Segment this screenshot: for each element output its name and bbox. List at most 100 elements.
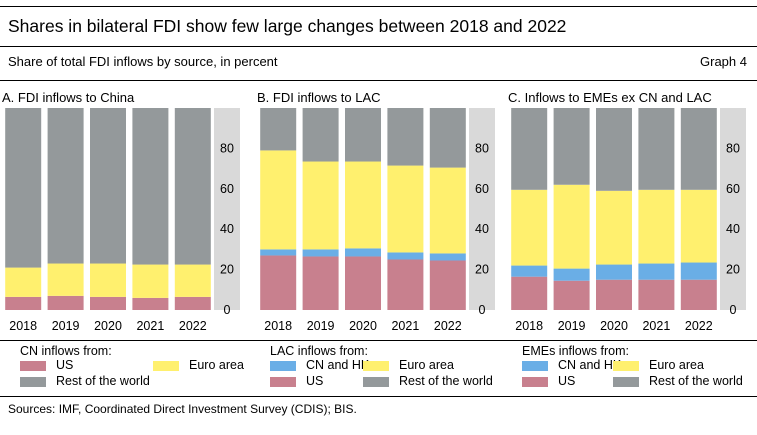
bar-us-2020 <box>90 296 126 310</box>
y-tick-label-40: 40 <box>475 222 489 236</box>
y-tick-label-20: 20 <box>220 263 234 277</box>
bar-rest-of-the-world-2018 <box>260 108 297 151</box>
bar-cn-and-hk-2018 <box>511 265 548 277</box>
panel-b-lac: B. FDI inflows to LAC 2018 2019 2020 2021 20… <box>257 86 495 342</box>
legend-swatch-euro-area <box>153 361 179 371</box>
bar-rest-of-the-world-2022 <box>429 108 466 168</box>
x-tick-label-2021: 2021 <box>136 319 164 333</box>
bar-cn-and-hk-2020 <box>596 264 632 280</box>
x-tick-label-2018: 2018 <box>264 319 292 333</box>
x-tick-label-2020: 2020 <box>349 319 377 333</box>
legend-swatch-euro-area <box>363 361 389 371</box>
legend-label-cn-hk: CN and HK <box>306 358 370 372</box>
bar-cn-and-hk-2019 <box>553 268 590 281</box>
bar-euro-area-2018 <box>5 267 42 297</box>
bar-rest-of-the-world-2019 <box>553 108 590 185</box>
bar-cn-and-hk-2022 <box>680 262 717 280</box>
legend-swatch-us <box>270 377 296 387</box>
graph-number: Graph 4 <box>700 54 747 69</box>
legend-label-us: US <box>56 358 74 372</box>
panel-c-title: C. Inflows to EMEs ex CN and LAC <box>508 90 712 105</box>
y-axis-band <box>720 108 746 310</box>
bar-cn-and-hk-2021 <box>638 263 675 280</box>
bar-cn-and-hk-2022 <box>429 253 466 261</box>
legend-label-rest-of-world: Rest of the world <box>56 374 150 388</box>
y-tick-label-40: 40 <box>220 222 234 236</box>
legend-label-rest-of-world: Rest of the world <box>649 374 743 388</box>
panel-c-chart: 2018 2019 2020 2021 2022 0 20 40 60 80 <box>511 108 746 333</box>
bar-euro-area-2022 <box>429 167 466 254</box>
legend-label-us: US <box>558 374 576 388</box>
bar-euro-area-2019 <box>302 161 339 250</box>
x-tick-label-2022: 2022 <box>685 319 713 333</box>
y-tick-label-80: 80 <box>726 141 740 155</box>
bar-us-2022 <box>680 279 717 310</box>
y-axis-band <box>214 108 240 310</box>
bar-us-2022 <box>174 296 211 310</box>
legend-a: CN inflows from: US Euro area Rest of th… <box>13 342 251 394</box>
bar-euro-area-2022 <box>174 264 211 297</box>
bar-cn-and-hk-2018 <box>260 249 297 256</box>
panel-b-title: B. FDI inflows to LAC <box>257 90 381 105</box>
legend-swatch-cn-hk <box>270 361 296 371</box>
y-tick-label-0: 0 <box>224 303 231 317</box>
legend-swatch-rest-of-world <box>613 377 639 387</box>
bar-rest-of-the-world-2020 <box>596 108 632 191</box>
x-tick-label-2021: 2021 <box>642 319 670 333</box>
legend-label-rest-of-world: Rest of the world <box>399 374 493 388</box>
legend-a-title: CN inflows from: <box>20 344 112 358</box>
bar-us-2021 <box>387 259 424 310</box>
legend-label-cn-hk: CN and HK <box>558 358 622 372</box>
bar-us-2018 <box>511 276 548 310</box>
bar-euro-area-2022 <box>680 189 717 263</box>
legend-c-title: EMEs inflows from: <box>522 344 629 358</box>
y-tick-label-80: 80 <box>475 141 489 155</box>
bar-euro-area-2021 <box>638 189 675 264</box>
bar-us-2018 <box>260 255 297 310</box>
panel-a-china: A. FDI inflows to China 2018 2019 2020 2021… <box>2 86 240 342</box>
bar-euro-area-2021 <box>132 264 169 298</box>
x-tick-label-2022: 2022 <box>434 319 462 333</box>
x-tick-label-2018: 2018 <box>515 319 543 333</box>
x-tick-label-2020: 2020 <box>600 319 628 333</box>
legend-b-title: LAC inflows from: <box>270 344 368 358</box>
bar-euro-area-2019 <box>47 263 84 296</box>
legend-swatch-us <box>20 361 46 371</box>
bar-us-2019 <box>302 256 339 310</box>
y-tick-label-0: 0 <box>479 303 486 317</box>
y-tick-label-20: 20 <box>726 263 740 277</box>
legend-b: LAC inflows from: CN and HK Euro area US… <box>263 342 501 394</box>
y-axis-band <box>469 108 495 310</box>
panel-a-title: A. FDI inflows to China <box>2 90 135 105</box>
bar-rest-of-the-world-2019 <box>302 108 339 162</box>
panel-a-chart: 2018 2019 2020 2021 2022 0 20 40 60 80 <box>5 108 240 333</box>
x-tick-label-2019: 2019 <box>52 319 80 333</box>
x-tick-label-2019: 2019 <box>307 319 335 333</box>
y-tick-label-60: 60 <box>475 182 489 196</box>
y-tick-label-80: 80 <box>220 141 234 155</box>
legend-label-euro-area: Euro area <box>399 358 454 372</box>
bar-euro-area-2020 <box>345 161 381 249</box>
bar-rest-of-the-world-2019 <box>47 108 84 264</box>
legend-swatch-cn-hk <box>522 361 548 371</box>
bar-us-2022 <box>429 260 466 310</box>
bar-rest-of-the-world-2021 <box>638 108 675 190</box>
legend-rule <box>0 340 757 341</box>
y-tick-label-60: 60 <box>726 182 740 196</box>
y-tick-label-40: 40 <box>726 222 740 236</box>
y-tick-label-0: 0 <box>730 303 737 317</box>
x-tick-label-2019: 2019 <box>558 319 586 333</box>
bar-rest-of-the-world-2018 <box>5 108 42 268</box>
bar-us-2021 <box>132 297 169 310</box>
bar-us-2021 <box>638 279 675 310</box>
y-tick-label-60: 60 <box>220 182 234 196</box>
bar-us-2020 <box>345 256 381 310</box>
x-tick-label-2021: 2021 <box>391 319 419 333</box>
legend-label-us: US <box>306 374 324 388</box>
legend-swatch-euro-area <box>613 361 639 371</box>
bar-rest-of-the-world-2018 <box>511 108 548 190</box>
title-rule <box>0 46 757 47</box>
bar-cn-and-hk-2019 <box>302 249 339 257</box>
sources-rule <box>0 396 757 397</box>
figure-title: Shares in bilateral FDI show few large c… <box>8 16 567 36</box>
